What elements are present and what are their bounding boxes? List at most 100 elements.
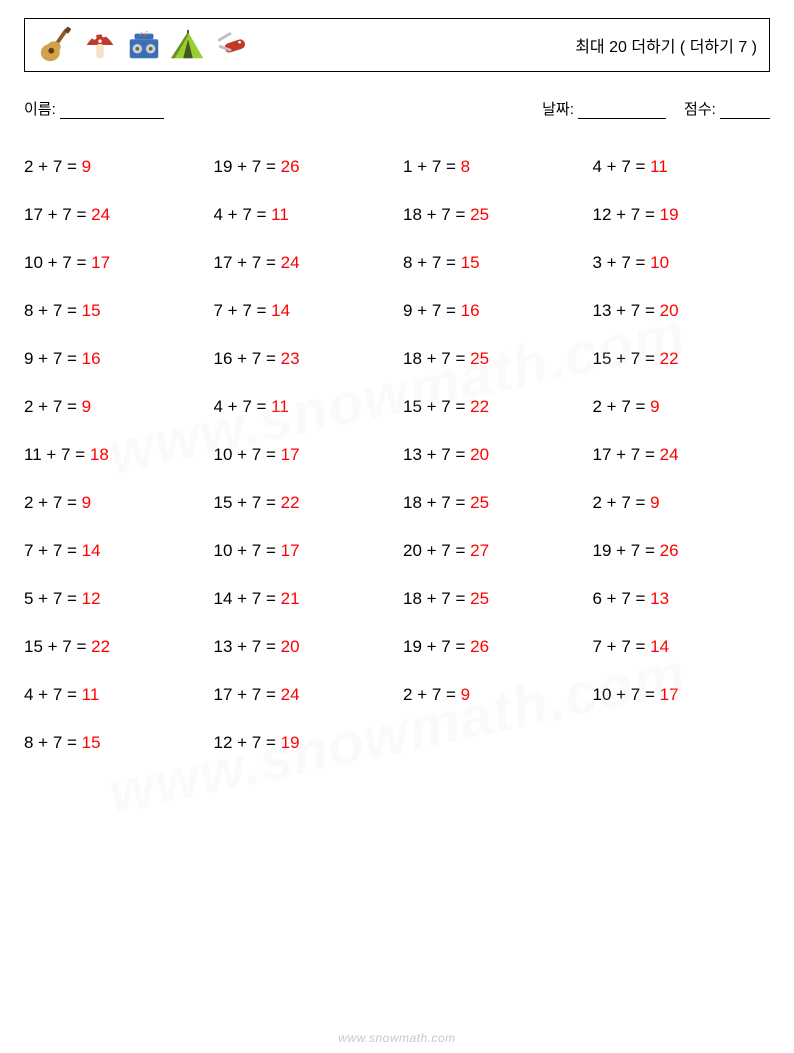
problem-answer: 15 <box>82 301 101 320</box>
problem-expression: 12 + 7 = <box>214 733 281 752</box>
problem-cell: 2 + 7 = 9 <box>24 479 202 527</box>
problem-cell: 19 + 7 = 26 <box>403 623 581 671</box>
header-icons: ♪♫ <box>37 26 251 64</box>
problem-cell: 13 + 7 = 20 <box>403 431 581 479</box>
problem-cell: 12 + 7 = 19 <box>214 719 392 767</box>
problem-cell: 6 + 7 = 13 <box>593 575 771 623</box>
problem-cell: 12 + 7 = 19 <box>593 191 771 239</box>
problem-answer: 11 <box>271 205 289 224</box>
problem-cell <box>403 719 581 767</box>
problem-cell: 2 + 7 = 9 <box>593 383 771 431</box>
problem-answer: 26 <box>470 637 489 656</box>
problem-cell: 17 + 7 = 24 <box>214 239 392 287</box>
problem-answer: 17 <box>91 253 110 272</box>
mushroom-icon <box>81 26 119 64</box>
problem-expression: 17 + 7 = <box>593 445 660 464</box>
problem-expression: 13 + 7 = <box>593 301 660 320</box>
problem-expression: 2 + 7 = <box>24 397 82 416</box>
problem-expression: 15 + 7 = <box>24 637 91 656</box>
problem-expression: 2 + 7 = <box>593 397 651 416</box>
problem-cell: 2 + 7 = 9 <box>593 479 771 527</box>
name-field: 이름: <box>24 98 164 119</box>
problem-cell: 18 + 7 = 25 <box>403 335 581 383</box>
tent-icon <box>169 26 207 64</box>
problem-cell: 15 + 7 = 22 <box>593 335 771 383</box>
meta-row: 이름: 날짜: 점수: <box>24 98 770 119</box>
problem-cell: 18 + 7 = 25 <box>403 575 581 623</box>
problem-expression: 2 + 7 = <box>24 493 82 512</box>
date-blank[interactable] <box>578 105 666 119</box>
problem-expression: 4 + 7 = <box>593 157 651 176</box>
problem-expression: 9 + 7 = <box>24 349 82 368</box>
problem-answer: 10 <box>650 253 669 272</box>
problem-answer: 24 <box>281 253 300 272</box>
problem-answer: 24 <box>91 205 110 224</box>
problem-cell: 8 + 7 = 15 <box>24 287 202 335</box>
problem-expression: 10 + 7 = <box>593 685 660 704</box>
problem-expression: 6 + 7 = <box>593 589 651 608</box>
problem-expression: 13 + 7 = <box>403 445 470 464</box>
problem-expression: 10 + 7 = <box>24 253 91 272</box>
score-field: 점수: <box>684 98 770 119</box>
army-knife-icon <box>213 26 251 64</box>
name-label: 이름: <box>24 101 56 118</box>
problem-answer: 14 <box>82 541 101 560</box>
problem-cell: 2 + 7 = 9 <box>24 383 202 431</box>
problem-expression: 1 + 7 = <box>403 157 461 176</box>
problem-answer: 25 <box>470 589 489 608</box>
problem-expression: 2 + 7 = <box>24 157 82 176</box>
problem-cell: 2 + 7 = 9 <box>24 143 202 191</box>
problem-expression: 19 + 7 = <box>593 541 660 560</box>
problem-expression: 18 + 7 = <box>403 493 470 512</box>
problem-expression: 18 + 7 = <box>403 205 470 224</box>
score-blank[interactable] <box>720 105 770 119</box>
problem-cell: 2 + 7 = 9 <box>403 671 581 719</box>
problem-answer: 25 <box>470 493 489 512</box>
problem-answer: 11 <box>82 685 100 704</box>
problem-answer: 22 <box>281 493 300 512</box>
problem-cell: 17 + 7 = 24 <box>593 431 771 479</box>
problem-cell: 10 + 7 = 17 <box>24 239 202 287</box>
problem-answer: 12 <box>82 589 101 608</box>
problem-cell: 13 + 7 = 20 <box>593 287 771 335</box>
problem-expression: 20 + 7 = <box>403 541 470 560</box>
problem-cell: 10 + 7 = 17 <box>593 671 771 719</box>
problem-cell: 19 + 7 = 26 <box>593 527 771 575</box>
problem-answer: 20 <box>660 301 679 320</box>
problem-cell: 15 + 7 = 22 <box>403 383 581 431</box>
problem-answer: 9 <box>82 157 91 176</box>
date-field: 날짜: <box>542 98 666 119</box>
problem-expression: 18 + 7 = <box>403 349 470 368</box>
problem-expression: 10 + 7 = <box>214 541 281 560</box>
problem-cell: 19 + 7 = 26 <box>214 143 392 191</box>
problem-cell: 15 + 7 = 22 <box>214 479 392 527</box>
problem-cell: 8 + 7 = 15 <box>24 719 202 767</box>
problem-expression: 10 + 7 = <box>214 445 281 464</box>
problem-expression: 19 + 7 = <box>214 157 281 176</box>
problem-expression: 19 + 7 = <box>403 637 470 656</box>
footer-link: www.snowmath.com <box>0 1031 794 1045</box>
problem-answer: 21 <box>281 589 300 608</box>
problem-cell: 11 + 7 = 18 <box>24 431 202 479</box>
problem-expression: 7 + 7 = <box>593 637 651 656</box>
problem-answer: 16 <box>461 301 480 320</box>
problem-cell: 20 + 7 = 27 <box>403 527 581 575</box>
problem-expression: 2 + 7 = <box>593 493 651 512</box>
name-blank[interactable] <box>60 105 164 119</box>
problem-answer: 26 <box>281 157 300 176</box>
problem-cell: 3 + 7 = 10 <box>593 239 771 287</box>
problem-expression: 3 + 7 = <box>593 253 651 272</box>
problem-expression: 15 + 7 = <box>403 397 470 416</box>
problem-answer: 26 <box>660 541 679 560</box>
problem-cell: 8 + 7 = 15 <box>403 239 581 287</box>
problem-expression: 17 + 7 = <box>24 205 91 224</box>
problem-expression: 7 + 7 = <box>24 541 82 560</box>
problem-expression: 4 + 7 = <box>214 397 272 416</box>
worksheet-title: 최대 20 더하기 ( 더하기 7 ) <box>575 33 757 57</box>
boombox-icon: ♪♫ <box>125 26 163 64</box>
problem-cell: 14 + 7 = 21 <box>214 575 392 623</box>
problem-cell: 10 + 7 = 17 <box>214 527 392 575</box>
problem-cell: 17 + 7 = 24 <box>214 671 392 719</box>
problem-expression: 17 + 7 = <box>214 685 281 704</box>
problem-answer: 22 <box>470 397 489 416</box>
